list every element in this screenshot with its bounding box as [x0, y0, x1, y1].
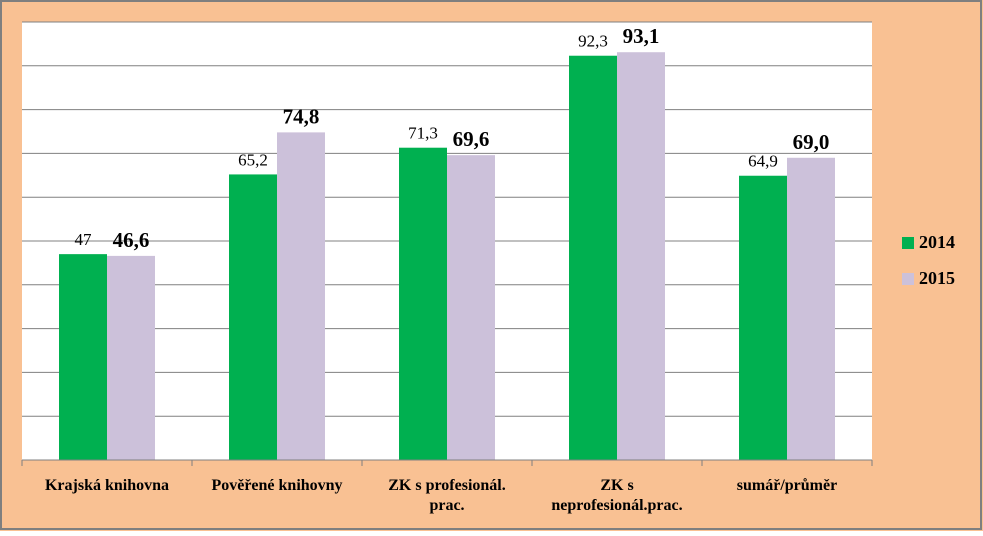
data-label-2014-5: 64,9: [748, 152, 778, 171]
bar-2014-2: [229, 174, 277, 460]
legend-label-2014: 2014: [919, 232, 955, 252]
bar-2014-5: [739, 175, 787, 460]
data-label-2014-2: 65,2: [238, 150, 268, 169]
bar-2015-5: [787, 157, 835, 460]
x-tick-label: prac.: [429, 497, 464, 514]
x-tick-label: Pověřené knihovny: [211, 477, 342, 494]
data-label-2015-5: 69,0: [793, 130, 830, 154]
data-label-2015-2: 74,8: [283, 104, 320, 128]
bar-2015-4: [617, 52, 665, 461]
bar-2014-1: [59, 254, 107, 460]
legend-label-2015: 2015: [919, 268, 955, 288]
data-label-2014-4: 92,3: [578, 32, 608, 51]
data-label-2015-1: 46,6: [113, 228, 150, 252]
legend-swatch-2014: [902, 237, 914, 249]
x-tick-label: ZK s profesionál.: [388, 477, 506, 494]
x-tick-label: Krajská knihovna: [45, 477, 169, 494]
bar-2014-3: [399, 147, 447, 460]
bar-2014-4: [569, 55, 617, 460]
data-label-2015-3: 69,6: [453, 127, 490, 151]
data-label-2015-4: 93,1: [623, 24, 660, 48]
x-tick-label: neprofesionál.prac.: [551, 497, 682, 514]
data-label-2014-3: 71,3: [408, 124, 438, 143]
bar-2015-2: [277, 132, 325, 460]
bar-2015-1: [107, 255, 155, 460]
x-tick-label: ZK s: [600, 477, 633, 494]
x-axis: Krajská knihovna Pověřené knihovny ZK s pr…: [21, 459, 873, 514]
bar-2015-3: [447, 155, 495, 461]
data-label-2014-1: 47: [75, 230, 93, 249]
data-labels: 47 46,6 65,2 74,8 71,3 69,6 92,3 93,1 64,9 69,0: [75, 24, 830, 252]
legend: 2014 2015: [902, 232, 955, 288]
x-tick-label: sumář/průměr: [737, 477, 837, 494]
legend-swatch-2015: [902, 273, 914, 285]
bars: [59, 52, 835, 461]
